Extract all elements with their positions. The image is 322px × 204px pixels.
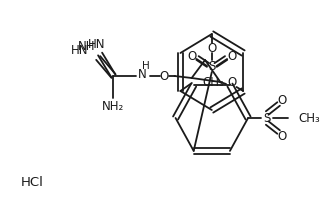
Text: S: S [208,60,215,72]
Text: CH₃: CH₃ [298,112,320,124]
Text: CH₃: CH₃ [202,75,224,89]
Text: NH: NH [78,40,96,52]
Text: NH₂: NH₂ [102,101,125,113]
Text: H: H [142,61,150,71]
Text: O: O [227,50,236,62]
Text: HCl: HCl [21,176,44,190]
Text: O: O [278,93,287,106]
Text: O: O [278,130,287,143]
Text: O: O [227,75,236,89]
Text: HN: HN [71,43,89,57]
Text: O: O [187,50,196,62]
Text: N: N [138,69,147,82]
Text: S: S [263,112,271,124]
Text: HN: HN [88,38,105,51]
Text: O: O [207,42,216,55]
Text: O: O [159,70,169,82]
